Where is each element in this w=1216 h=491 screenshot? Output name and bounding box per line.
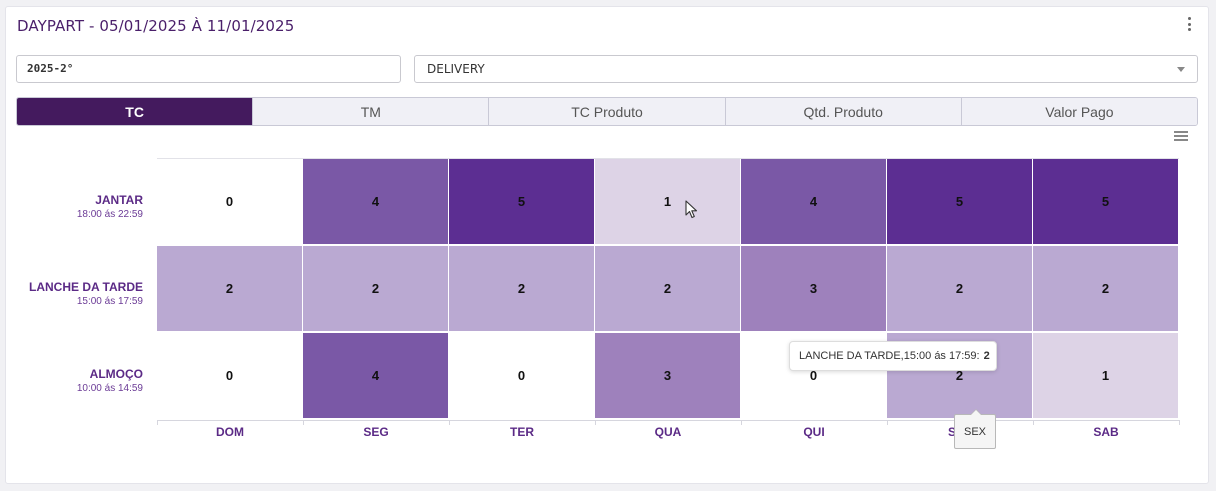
x-axis-tick bbox=[595, 420, 596, 425]
x-axis-tick bbox=[887, 420, 888, 425]
kebab-icon[interactable] bbox=[1183, 15, 1195, 33]
channel-select-value: DELIVERY bbox=[427, 62, 485, 76]
heatmap-cell[interactable]: 0 bbox=[449, 333, 594, 418]
x-axis-tick bbox=[157, 420, 158, 425]
heatmap-cell[interactable]: 2 bbox=[1033, 246, 1178, 331]
x-axis-label: DOM bbox=[216, 425, 244, 439]
heatmap-cell[interactable]: 2 bbox=[303, 246, 448, 331]
tab-tc[interactable]: TC bbox=[17, 98, 254, 125]
heatmap-cell[interactable]: 4 bbox=[303, 159, 448, 244]
heatmap-cell[interactable]: 5 bbox=[449, 159, 594, 244]
row-label-time: 18:00 ás 22:59 bbox=[76, 209, 143, 220]
x-axis-tick bbox=[1179, 420, 1180, 425]
row-label-name: ALMOÇO bbox=[89, 367, 143, 381]
row-label-time: 15:00 ás 17:59 bbox=[76, 296, 143, 307]
x-axis-label: SEG bbox=[363, 425, 389, 439]
heatmap-cell[interactable]: 0 bbox=[157, 159, 302, 244]
heatmap-cell[interactable]: 2 bbox=[157, 246, 302, 331]
x-axis-tick bbox=[741, 420, 742, 425]
heatmap-tooltip: LANCHE DA TARDE,15:00 ás 17:59: 2 bbox=[789, 341, 997, 371]
heatmap-cell[interactable]: 1 bbox=[595, 159, 740, 244]
metric-tabs: TC TM TC Produto Qtd. Produto Valor Pago bbox=[16, 97, 1198, 126]
x-axis-tick bbox=[1033, 420, 1034, 425]
tab-valor-pago[interactable]: Valor Pago bbox=[961, 98, 1197, 125]
heatmap-cell[interactable]: 5 bbox=[887, 159, 1032, 244]
x-axis-tick bbox=[303, 420, 304, 425]
x-axis-tick bbox=[449, 420, 450, 425]
period-input[interactable]: 2025-2° bbox=[16, 55, 401, 83]
card-title: DAYPART - 05/01/2025 À 11/01/2025 bbox=[17, 17, 295, 35]
x-axis-label: TER bbox=[510, 425, 534, 439]
tooltip-label: LANCHE DA TARDE,15:00 ás 17:59: bbox=[799, 350, 980, 362]
row-label: ALMOÇO 10:00 ás 14:59 bbox=[3, 367, 143, 394]
row-label-name: LANCHE DA TARDE bbox=[29, 280, 143, 294]
row-label-name: JANTAR bbox=[95, 193, 143, 207]
tab-tc-produto[interactable]: TC Produto bbox=[489, 98, 726, 125]
tab-qtd-produto[interactable]: Qtd. Produto bbox=[725, 98, 962, 125]
row-label: LANCHE DA TARDE 15:00 ás 17:59 bbox=[3, 280, 143, 307]
heatmap-cell[interactable]: 5 bbox=[1033, 159, 1178, 244]
channel-select[interactable]: DELIVERY bbox=[414, 55, 1198, 83]
row-label-time: 10:00 ás 14:59 bbox=[76, 383, 143, 394]
tab-tm[interactable]: TM bbox=[253, 98, 490, 125]
x-axis-line bbox=[157, 420, 1179, 421]
x-axis-label: QUI bbox=[803, 425, 825, 439]
heatmap-cell[interactable]: 2 bbox=[595, 246, 740, 331]
row-label: JANTAR 18:00 ás 22:59 bbox=[3, 193, 143, 220]
hamburger-icon[interactable] bbox=[1174, 131, 1188, 141]
heatmap-cell[interactable]: 2 bbox=[887, 246, 1032, 331]
heatmap-cell[interactable]: 0 bbox=[157, 333, 302, 418]
heatmap-cell[interactable]: 4 bbox=[303, 333, 448, 418]
heatmap-top-border bbox=[157, 158, 1179, 159]
heatmap-cell[interactable]: 3 bbox=[741, 246, 886, 331]
x-axis-label: QUA bbox=[654, 425, 682, 439]
x-axis-label: SAB bbox=[1093, 425, 1119, 439]
tooltip-value: 2 bbox=[983, 350, 990, 362]
heatmap-cell[interactable]: 1 bbox=[1033, 333, 1178, 418]
heatmap-cell[interactable]: 2 bbox=[449, 246, 594, 331]
heatmap-cell[interactable]: 4 bbox=[741, 159, 886, 244]
axis-tooltip: SEX bbox=[954, 409, 996, 449]
heatmap-cell[interactable]: 3 bbox=[595, 333, 740, 418]
chevron-down-icon bbox=[1177, 67, 1185, 72]
mouse-cursor-icon bbox=[685, 200, 698, 219]
